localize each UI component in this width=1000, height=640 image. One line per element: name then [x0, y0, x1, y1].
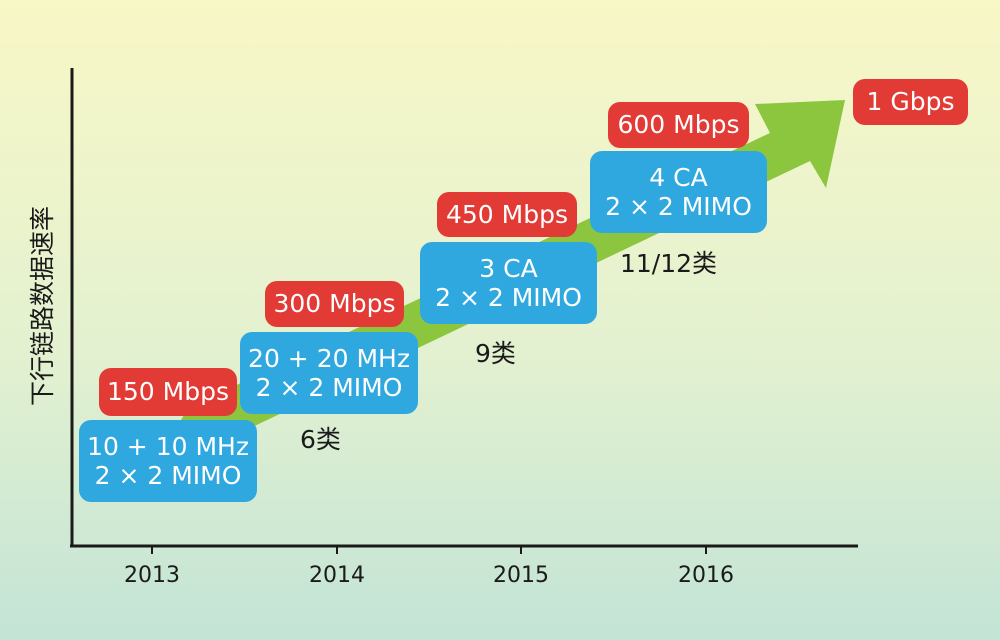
spec-box-2016: 4 CA 2 × 2 MIMO	[590, 151, 767, 233]
spec-ca: 3 CA	[479, 253, 538, 283]
target-speed-badge: 1 Gbps	[853, 79, 968, 125]
ue-category-2014: 6类	[300, 425, 341, 454]
speed-badge-2013: 150 Mbps	[99, 368, 237, 416]
x-tick-label-2015: 2015	[493, 563, 549, 588]
spec-mimo: 2 × 2 MIMO	[94, 461, 242, 490]
speed-badge-2016: 600 Mbps	[608, 102, 749, 148]
spec-mimo: 2 × 2 MIMO	[605, 192, 752, 221]
ue-category-2015: 9类	[475, 339, 516, 368]
spec-mimo: 2 × 2 MIMO	[435, 283, 582, 312]
spec-box-2014: 20 + 20 MHz 2 × 2 MIMO	[240, 332, 418, 414]
spec-mimo: 2 × 2 MIMO	[255, 373, 403, 402]
spec-bandwidth: 10 + 10 MHz	[87, 431, 249, 461]
speed-badge-2014: 300 Mbps	[265, 281, 404, 327]
spec-box-2015: 3 CA 2 × 2 MIMO	[420, 242, 597, 324]
y-axis-label: 下行链路数据速率	[28, 205, 57, 407]
x-tick-label-2016: 2016	[678, 563, 734, 588]
x-tick-label-2014: 2014	[309, 563, 365, 588]
spec-bandwidth: 20 + 20 MHz	[248, 343, 410, 373]
x-tick-label-2013: 2013	[124, 563, 180, 588]
spec-ca: 4 CA	[649, 162, 708, 192]
ue-category-2016: 11/12类	[620, 249, 718, 278]
spec-box-2013: 10 + 10 MHz 2 × 2 MIMO	[79, 420, 257, 502]
speed-badge-2015: 450 Mbps	[437, 192, 577, 237]
